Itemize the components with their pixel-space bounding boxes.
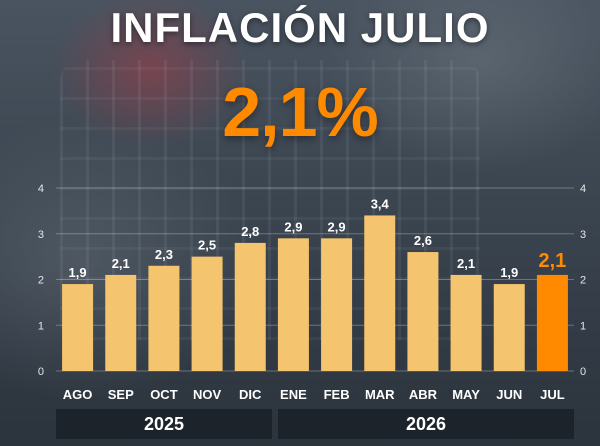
bar-ago [62, 284, 94, 371]
data-label: 2,5 [198, 238, 216, 253]
x-tick-label: JUL [540, 387, 565, 402]
x-tick-label: ABR [409, 387, 438, 402]
bar-nov [191, 256, 223, 371]
y-tick-label-right: 4 [580, 183, 586, 195]
bar-abr [407, 252, 439, 371]
y-tick-label-right: 2 [580, 275, 586, 287]
data-label: 3,4 [371, 196, 390, 211]
x-tick-label: FEB [324, 387, 350, 402]
y-tick-label-right: 3 [580, 229, 586, 241]
x-tick-label: MAY [452, 387, 480, 402]
y-tick-label-left: 4 [38, 183, 44, 195]
bar-mar [364, 215, 396, 371]
bar-jul [536, 274, 568, 371]
data-label: 2,9 [328, 219, 346, 234]
headline-value: 2,1% [222, 73, 379, 151]
y-tick-label-left: 0 [38, 366, 44, 378]
bar-jun [493, 284, 525, 371]
y-tick-label-left: 1 [38, 320, 44, 332]
bar-may [450, 274, 482, 371]
bar-dic [234, 242, 266, 371]
data-label: 2,3 [155, 247, 173, 262]
data-label: 2,1 [112, 256, 130, 271]
x-tick-label: MAR [365, 387, 395, 402]
bar-feb [321, 238, 353, 371]
data-label: 2,6 [414, 233, 432, 248]
bar-ene [277, 238, 309, 371]
data-label: 2,1 [539, 250, 567, 272]
x-tick-label: ENE [280, 387, 307, 402]
y-tick-label-left: 2 [38, 275, 44, 287]
data-label: 2,1 [457, 256, 475, 271]
page-title: INFLACIÓN JULIO [110, 4, 490, 51]
year-label-2026: 2026 [278, 409, 574, 439]
x-tick-label: NOV [193, 387, 222, 402]
bar-oct [148, 265, 180, 371]
year-label-2025: 2025 [56, 409, 272, 439]
data-label: 1,9 [500, 265, 518, 280]
y-tick-label-right: 0 [580, 366, 586, 378]
x-tick-label: JUN [496, 387, 522, 402]
x-tick-label: SEP [108, 387, 134, 402]
data-label: 2,9 [284, 219, 302, 234]
bar-sep [105, 274, 137, 371]
data-label: 1,9 [69, 265, 87, 280]
data-label: 2,8 [241, 224, 259, 239]
y-tick-label-right: 1 [580, 320, 586, 332]
x-tick-label: DIC [239, 387, 262, 402]
x-tick-label: AGO [63, 387, 93, 402]
y-tick-label-left: 3 [38, 229, 44, 241]
x-tick-label: OCT [150, 387, 178, 402]
